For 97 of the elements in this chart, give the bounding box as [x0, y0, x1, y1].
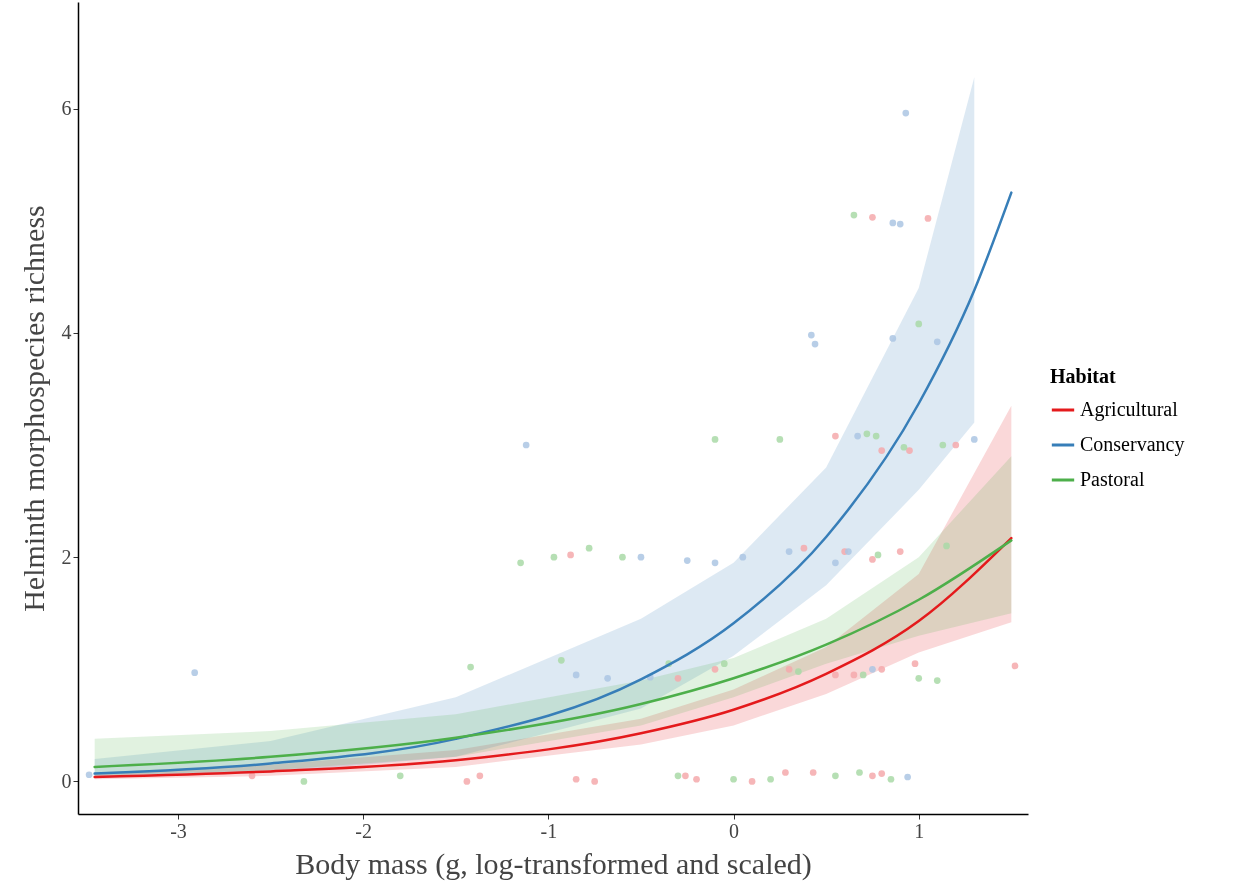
point — [785, 665, 793, 673]
point — [730, 775, 737, 783]
point — [878, 447, 886, 454]
point — [572, 775, 580, 783]
x-tick-label: 0 — [729, 819, 740, 842]
point — [924, 215, 932, 222]
point — [739, 553, 747, 561]
point — [711, 559, 719, 567]
legend-title: Habitat — [1050, 365, 1116, 387]
y-tick-label: 4 — [61, 321, 72, 344]
point — [863, 430, 871, 438]
point — [782, 769, 789, 776]
point — [939, 441, 947, 449]
point — [859, 671, 867, 679]
point — [832, 559, 839, 567]
point — [800, 544, 808, 552]
point — [911, 660, 919, 668]
y-tick-label: 6 — [61, 97, 72, 120]
point — [869, 556, 876, 563]
legend-label: Pastoral — [1080, 468, 1145, 490]
point — [682, 772, 689, 780]
point — [767, 775, 774, 783]
point — [591, 778, 599, 785]
point — [300, 778, 308, 785]
point — [396, 772, 404, 780]
point — [887, 775, 895, 783]
point — [872, 432, 880, 440]
point — [776, 436, 784, 443]
point — [915, 320, 923, 328]
point — [467, 663, 474, 671]
point — [809, 769, 817, 776]
legend-label: Conservancy — [1080, 433, 1185, 456]
point — [850, 671, 858, 679]
point — [832, 432, 839, 440]
point — [878, 665, 886, 673]
point — [711, 665, 719, 673]
point — [952, 441, 960, 449]
point — [517, 559, 524, 567]
point — [904, 773, 911, 781]
point — [889, 219, 897, 227]
point — [637, 553, 645, 561]
point — [785, 548, 793, 555]
point — [943, 542, 950, 550]
point — [720, 660, 728, 668]
point — [619, 553, 626, 561]
point — [915, 674, 923, 682]
point — [970, 436, 978, 443]
point — [874, 551, 882, 559]
point — [557, 657, 565, 664]
x-tick-label: -1 — [540, 819, 558, 842]
point — [856, 769, 863, 776]
x-tick-label: -3 — [170, 819, 187, 842]
point — [933, 677, 941, 684]
point — [795, 668, 802, 675]
point — [850, 211, 858, 219]
legend-label: Agricultural — [1080, 398, 1179, 421]
x-tick-label: -2 — [355, 819, 373, 842]
point — [896, 548, 904, 555]
point — [748, 778, 756, 785]
x-tick-label: 1 — [914, 819, 925, 842]
point — [869, 213, 876, 221]
point — [674, 772, 682, 780]
point — [463, 778, 471, 785]
point — [807, 331, 815, 339]
point — [902, 109, 910, 117]
point — [604, 674, 611, 682]
point — [674, 674, 682, 682]
point — [693, 775, 700, 783]
point — [1011, 662, 1019, 670]
point — [191, 669, 199, 677]
point — [900, 443, 908, 451]
point — [896, 220, 904, 228]
point — [845, 548, 852, 555]
point — [572, 671, 580, 679]
point — [683, 557, 691, 564]
point — [550, 553, 558, 561]
point — [567, 551, 574, 559]
point — [854, 432, 861, 440]
point — [832, 772, 839, 780]
point — [85, 771, 93, 779]
point — [522, 441, 530, 449]
point — [906, 447, 913, 454]
point — [869, 665, 876, 673]
point — [933, 338, 941, 346]
point — [878, 770, 886, 777]
y-axis-title: Helminth morphospecies richness — [16, 205, 50, 612]
x-axis-title: Body mass (g, log-transformed and scaled) — [295, 846, 812, 881]
point — [889, 335, 897, 342]
point — [832, 671, 839, 679]
point — [248, 772, 256, 780]
point — [585, 544, 593, 552]
point — [711, 436, 719, 443]
point — [476, 772, 484, 780]
point — [811, 340, 819, 348]
point — [869, 772, 876, 780]
y-tick-label: 0 — [61, 769, 72, 792]
y-tick-label: 2 — [61, 545, 72, 568]
